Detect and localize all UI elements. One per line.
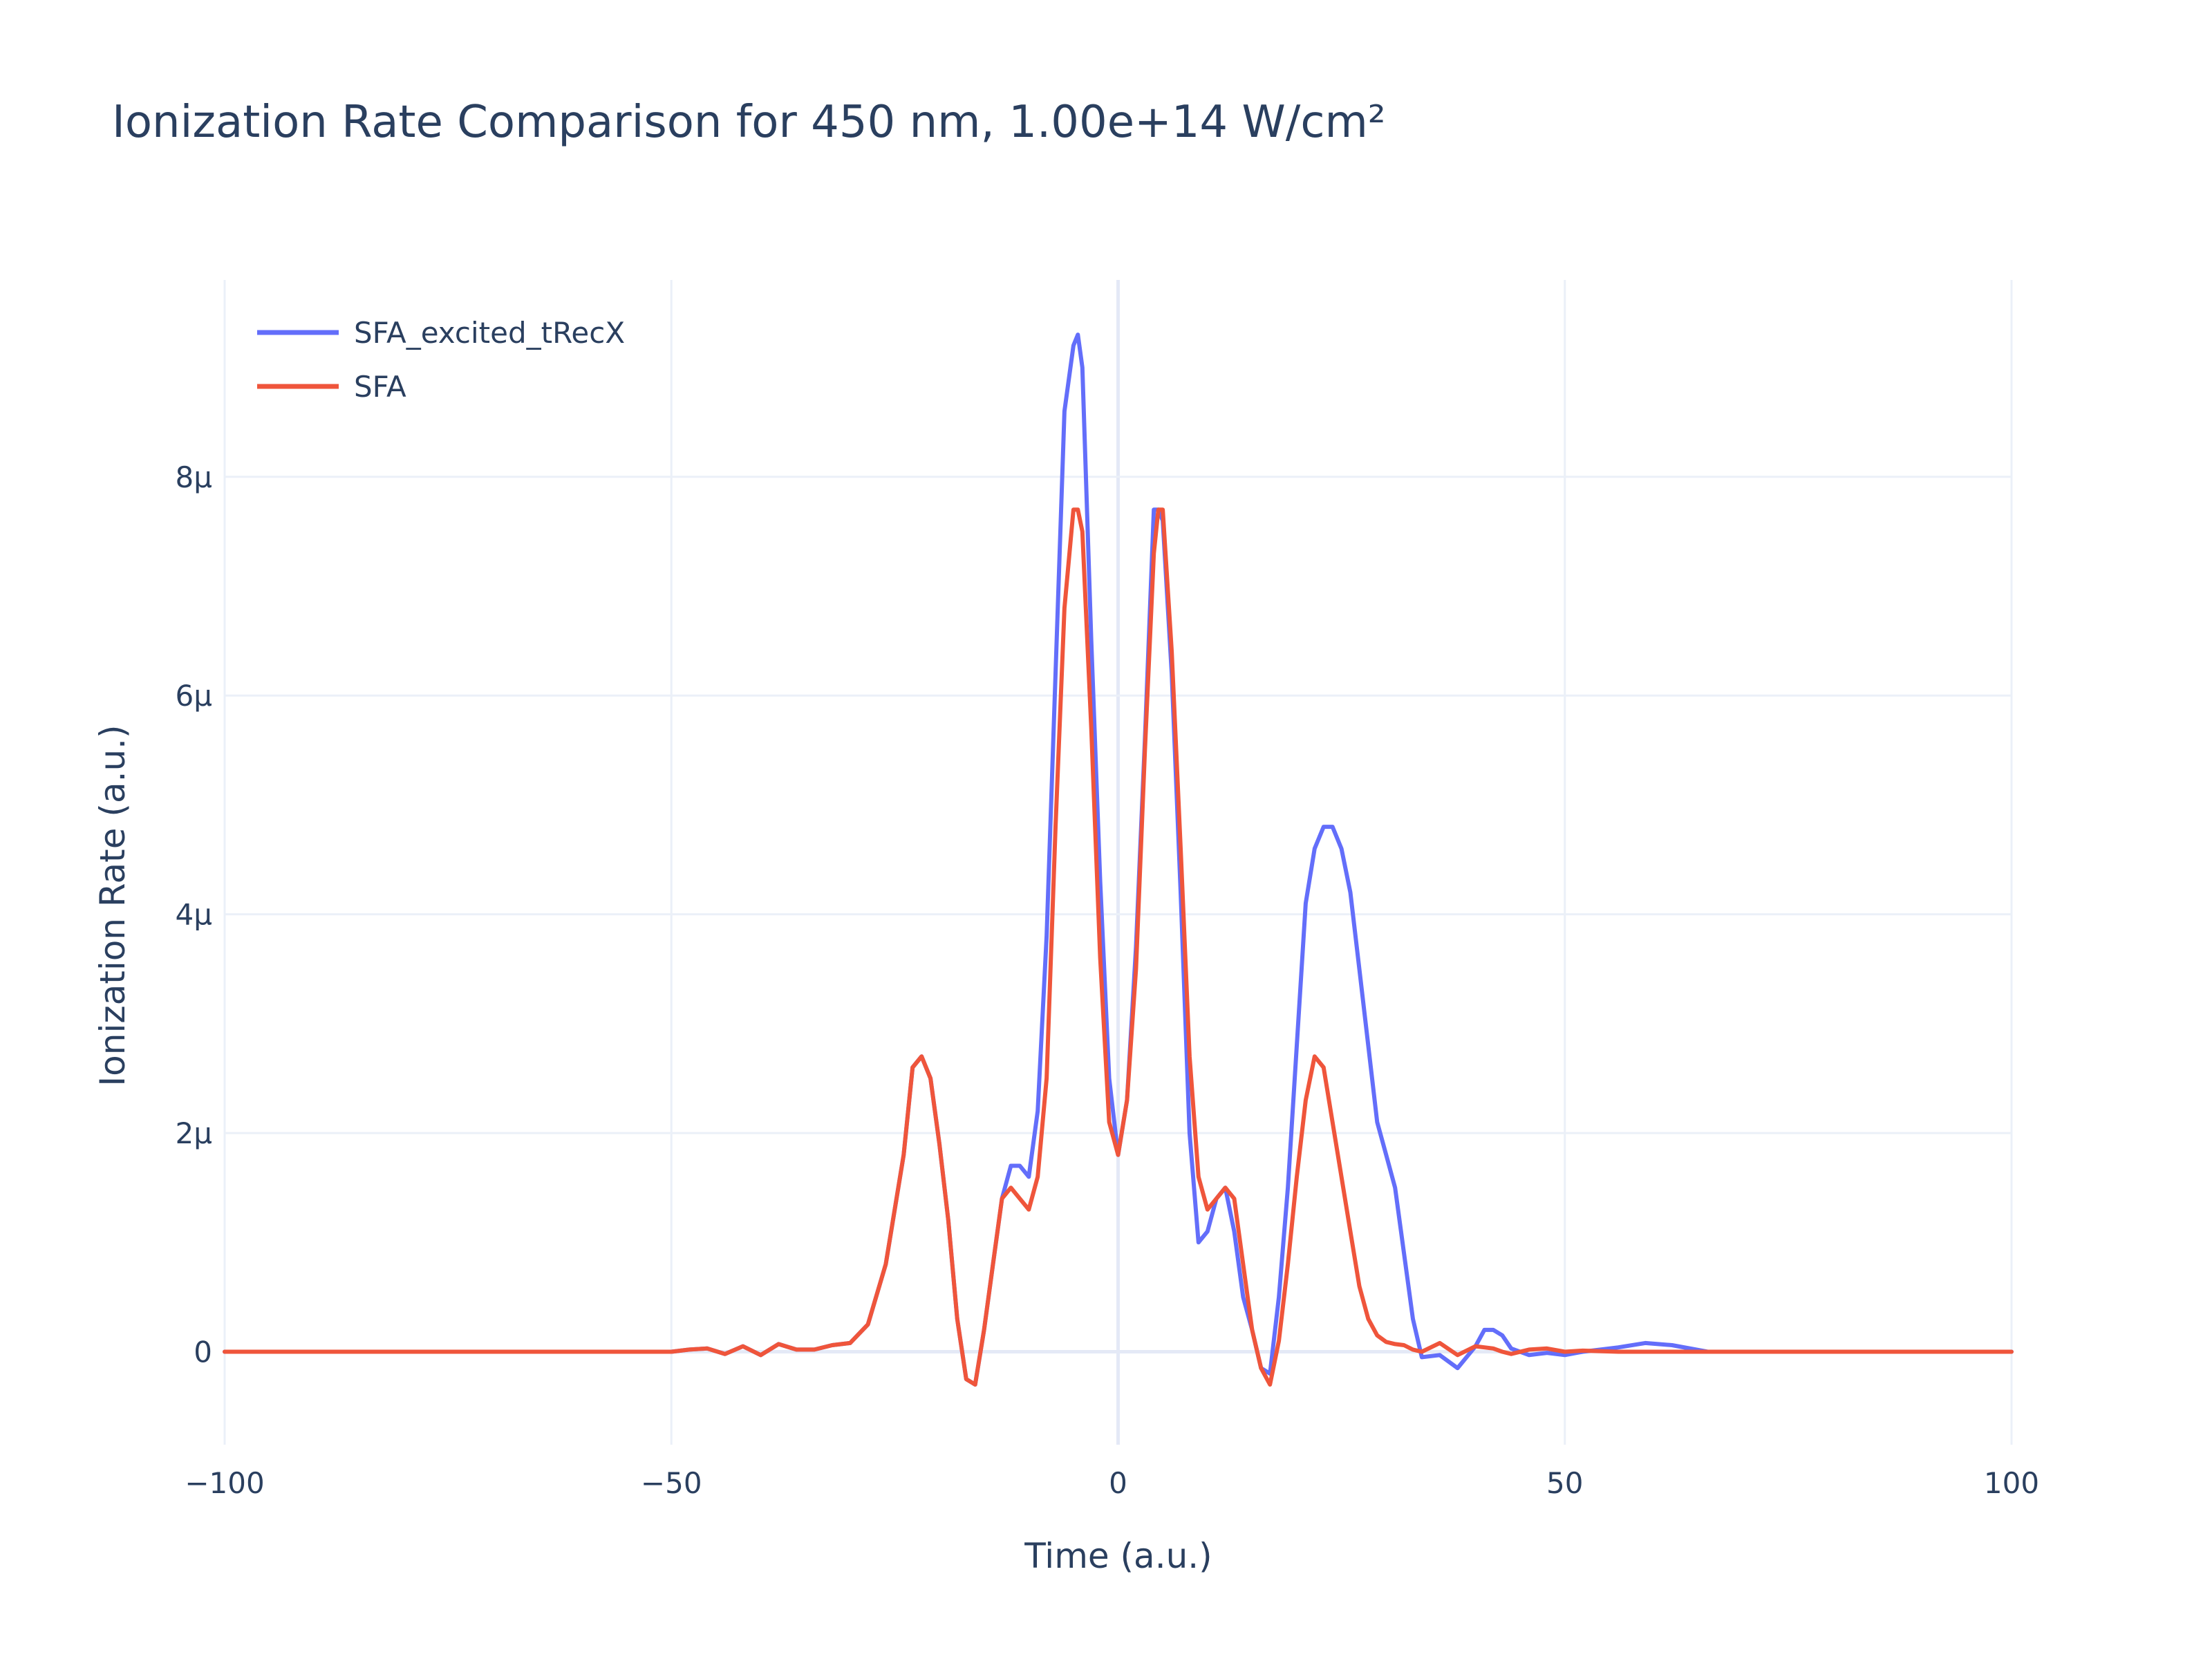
x-tick-label: −100 <box>185 1466 264 1500</box>
y-tick-label: 0 <box>194 1335 212 1369</box>
y-axis-title: Ionization Rate (a.u.) <box>93 724 133 1086</box>
legend-label: SFA <box>354 370 406 404</box>
y-tick-label: 4μ <box>176 898 212 932</box>
x-tick-label: 100 <box>1984 1466 2039 1500</box>
y-tick-label: 8μ <box>176 460 212 494</box>
x-axis-title: Time (a.u.) <box>1024 1536 1212 1576</box>
x-tick-label: −50 <box>641 1466 702 1500</box>
legend-label: SFA_excited_tRecX <box>354 316 625 350</box>
series-line-1 <box>223 507 2014 1387</box>
x-tick-label: 50 <box>1546 1466 1583 1500</box>
series-group <box>223 332 2014 1387</box>
y-tick-label: 2μ <box>176 1116 212 1150</box>
ticks: −100 −50 0 50 100 0 2μ 4μ 6μ 8μ <box>176 460 2040 1500</box>
x-tick-label: 0 <box>1109 1466 1127 1500</box>
y-tick-label: 6μ <box>176 679 212 713</box>
chart-title: Ionization Rate Comparison for 450 nm, 1… <box>112 97 1386 148</box>
legend: SFA_excited_tRecX SFA <box>257 316 625 404</box>
